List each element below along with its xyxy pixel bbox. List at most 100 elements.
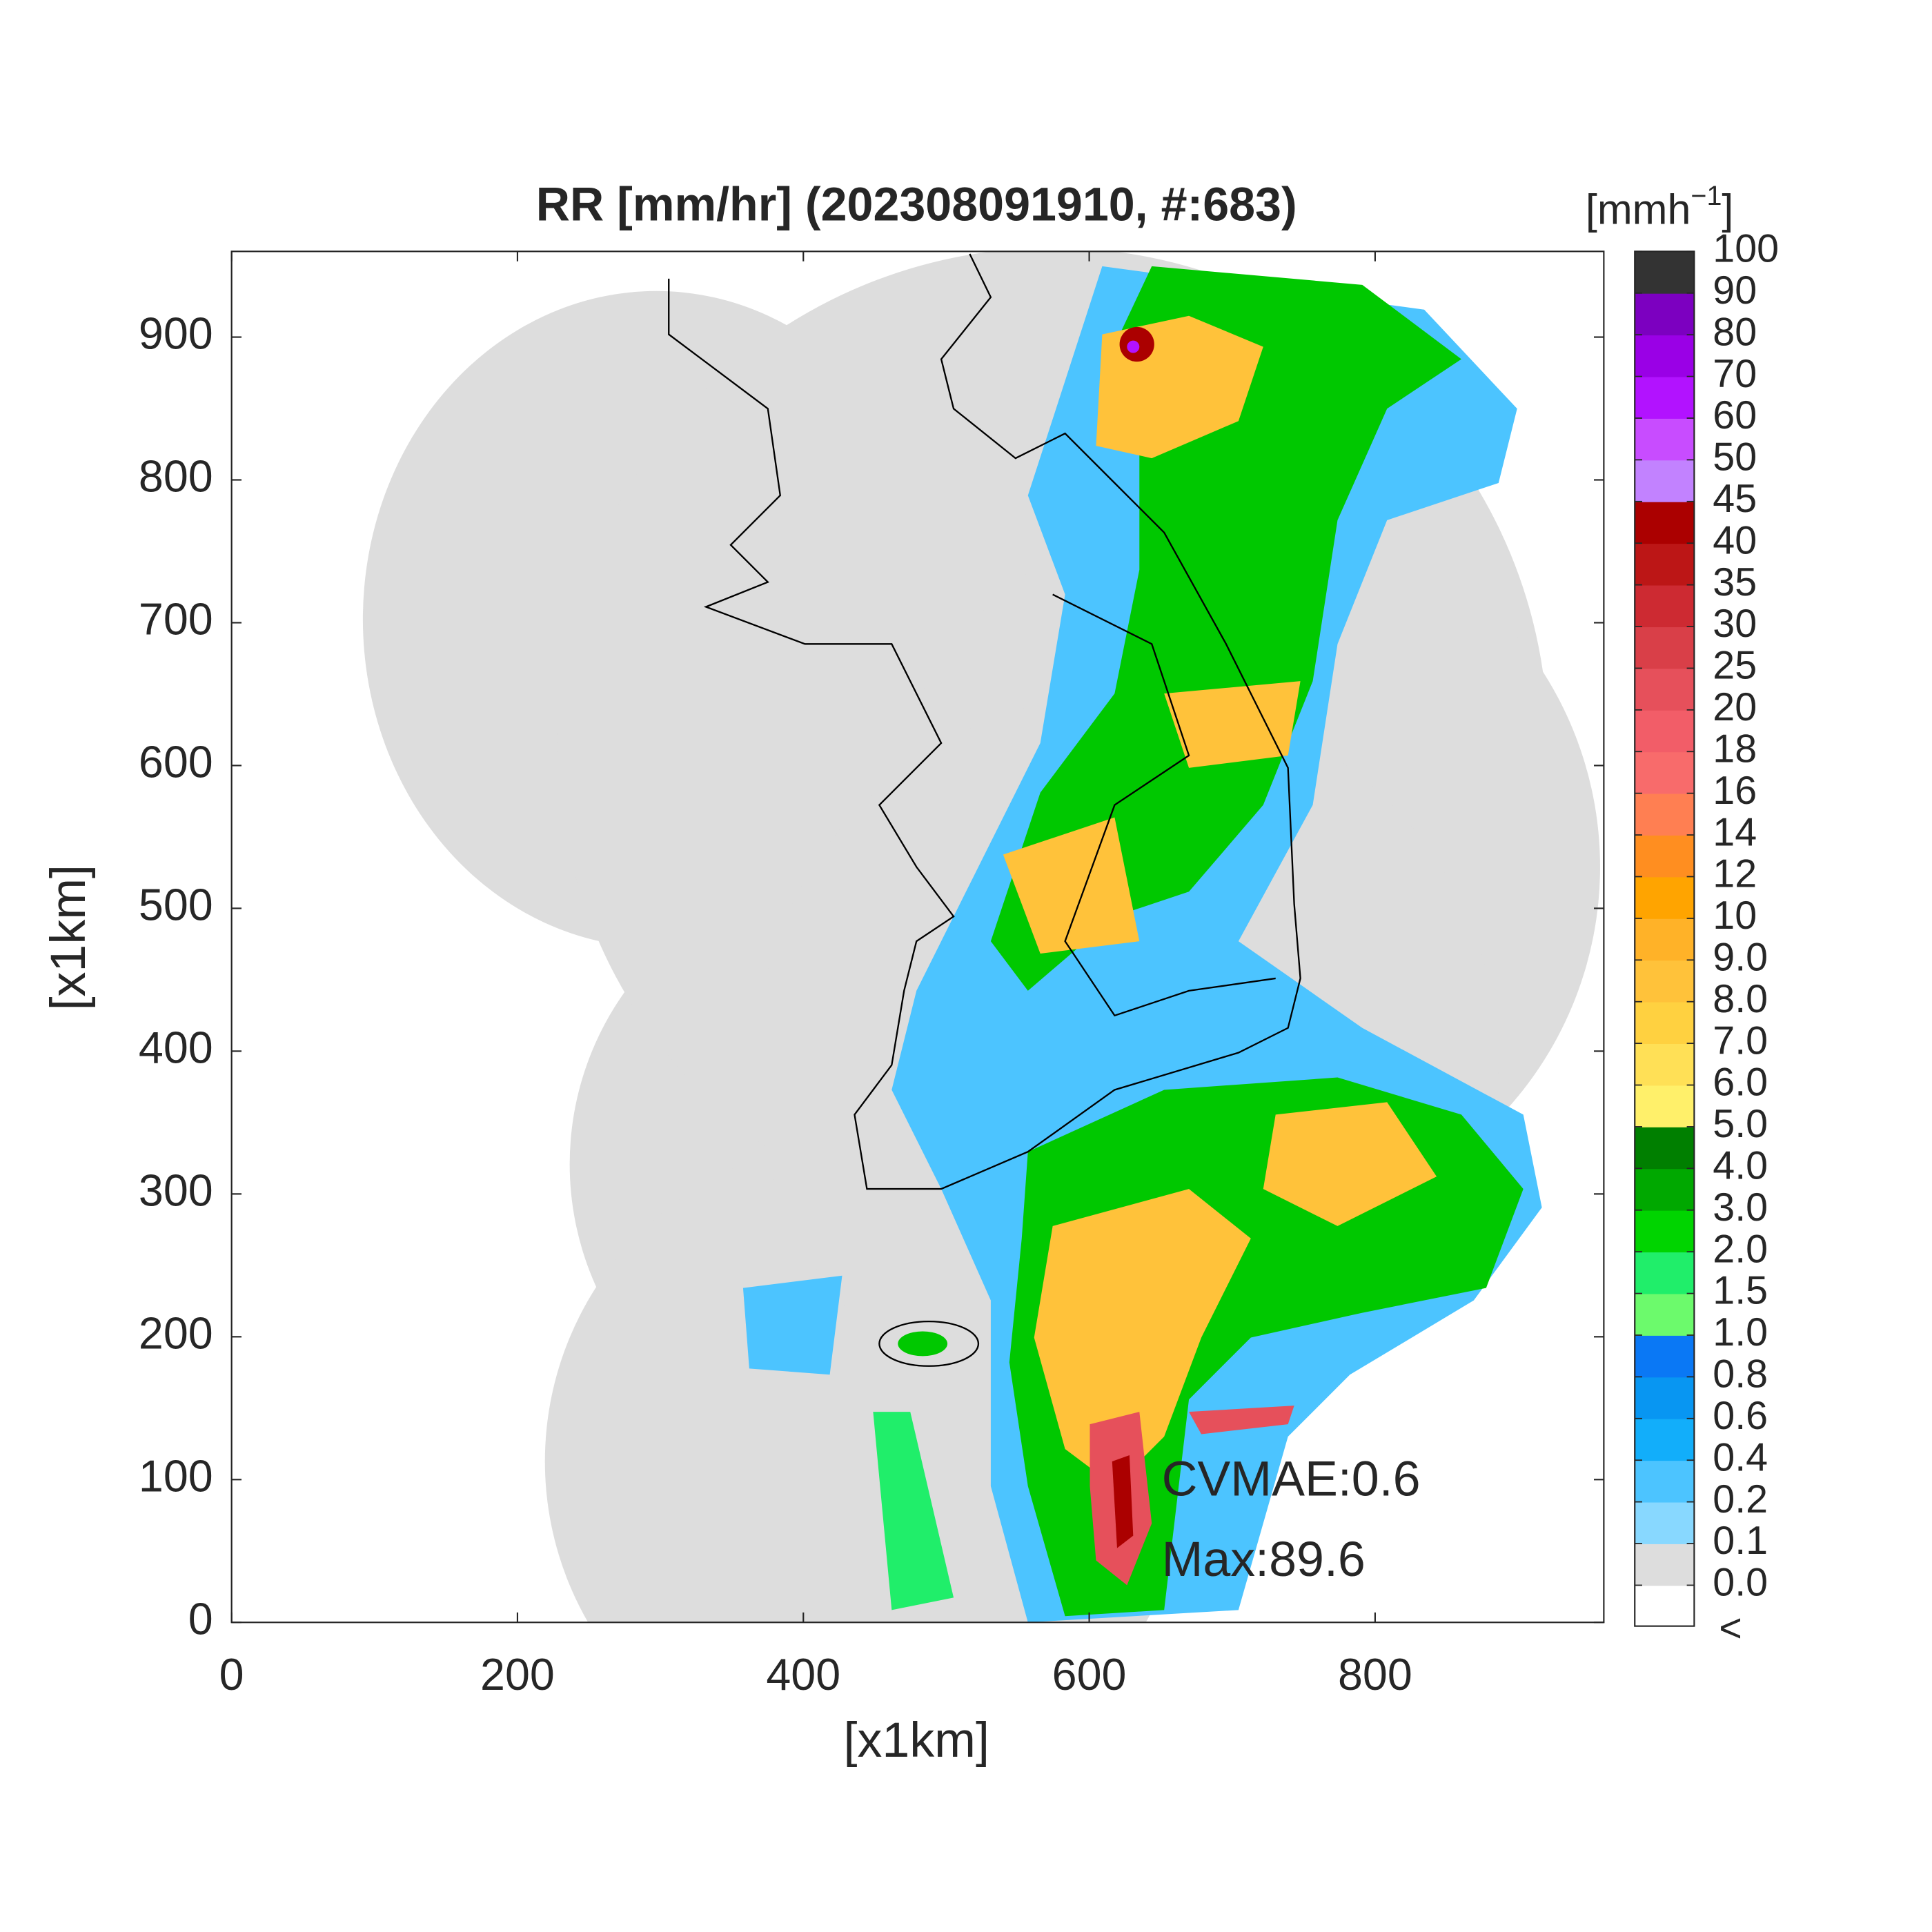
colorbar-tick-label: 2.0 [1713,1227,1768,1271]
radar-field [362,251,1600,1623]
annotation: Max:89.6 [1162,1532,1366,1587]
y-tick-label: 600 [139,738,213,787]
colorbar-bin [1635,1501,1695,1544]
colorbar-tick-label: 18 [1713,727,1757,771]
colorbar-tick-label: 60 [1713,393,1757,437]
colorbar-bin [1635,1210,1695,1253]
annotation: CVMAE:0.6 [1162,1451,1421,1506]
colorbar-bin [1635,501,1695,544]
colorbar-tick-label: 90 [1713,268,1757,313]
colorbar-tick-label: 6.0 [1713,1061,1768,1105]
plot-frame [230,250,1605,1624]
colorbar-bin [1635,960,1695,1003]
colorbar-bin [1635,1126,1695,1170]
colorbar-tick-label: 35 [1713,560,1757,604]
colorbar-bin [1635,1544,1695,1586]
colorbar-tick-label: 9.0 [1713,935,1768,979]
colorbar-bin [1635,668,1695,711]
colorbar-bin [1635,1043,1695,1086]
colorbar-frame [1634,250,1695,1627]
colorbar-bin [1635,835,1695,878]
colorbar-bin [1635,335,1695,377]
colorbar-bin [1635,876,1695,919]
colorbar-tick-label: 100 [1713,227,1779,271]
unit-close: ] [1722,186,1733,233]
colorbar-tick-label: 14 [1713,810,1757,854]
radar-echo [742,266,1542,1623]
y-tick-label: 800 [139,452,213,502]
colorbar-tick-label: 5.0 [1713,1102,1768,1146]
chart-title: RR [mm/hr] (202308091910, #:683) [536,179,1297,231]
colorbar-tick-label: 0.4 [1713,1435,1768,1479]
colorbar-bin [1635,1460,1695,1503]
colorbar-bin [1635,918,1695,961]
colorbar-bin [1635,1085,1695,1127]
unit-base: [mmh [1586,186,1691,233]
colorbar-tick-label: 25 [1713,644,1757,688]
x-axis-label: [x1km] [844,1713,989,1768]
colorbar-bin [1635,293,1695,336]
colorbar-tick-label: 80 [1713,310,1757,354]
colorbar-tick-label: 40 [1713,518,1757,562]
colorbar-bin [1635,417,1695,461]
colorbar-bin [1635,751,1695,794]
colorbar-tick-label: 30 [1713,602,1757,646]
y-tick-label: 200 [139,1308,213,1358]
colorbar-bin [1635,543,1695,586]
colorbar-bin [1635,460,1695,502]
colorbar-tick-label: 50 [1713,435,1757,480]
colorbar-tick-label: 45 [1713,477,1757,521]
y-tick-label: 0 [188,1594,213,1644]
colorbar-under [1635,1585,1695,1626]
colorbar-tick-label: 0.8 [1713,1352,1768,1397]
colorbar-tick-label: 4.0 [1713,1144,1768,1188]
colorbar-bin [1635,1377,1695,1419]
axes [230,250,1605,1624]
colorbar-tick-label: 3.0 [1713,1185,1768,1230]
colorbar-bin [1635,709,1695,753]
colorbar-tick-label: 1.0 [1713,1310,1768,1354]
y-tick-label: 400 [139,1023,213,1072]
colorbar-tick-label: 10 [1713,894,1757,938]
colorbar-tick-label: 20 [1713,685,1757,729]
y-tick-label: 500 [139,880,213,929]
colorbar: 0.00.10.20.40.60.81.01.52.03.04.05.06.07… [1634,227,1779,1650]
colorbar-tick-label: 1.5 [1713,1269,1768,1313]
unit-exponent: −1 [1690,181,1722,212]
colorbar-bin [1635,1001,1695,1045]
colorbar-tick-label: 16 [1713,769,1757,813]
y-tick-label: 300 [139,1165,213,1215]
colorbar-tick-label: 0.1 [1713,1519,1768,1563]
x-tick-label: 0 [219,1650,244,1699]
colorbar-bin [1635,376,1695,419]
colorbar-bin [1635,793,1695,836]
colorbar-bin [1635,627,1695,669]
y-axis-label: [x1km] [41,865,96,1010]
colorbar-under-label: < [1719,1606,1742,1650]
colorbar-bin [1635,1252,1695,1294]
colorbar-tick-label: 8.0 [1713,977,1768,1021]
colorbar-bin [1635,1293,1695,1336]
colorbar-bin [1635,1334,1695,1378]
coastline [668,253,1301,1367]
colorbar-bin [1635,584,1695,627]
colorbar-tick-label: 7.0 [1713,1018,1768,1063]
colorbar-tick-label: 70 [1713,352,1757,396]
y-tick-label: 900 [139,309,213,359]
colorbar-tick-label: 0.6 [1713,1394,1768,1438]
colorbar-unit: [mmh−1] [1586,181,1734,233]
y-tick-label: 100 [139,1451,213,1501]
colorbar-bin [1635,251,1695,294]
x-tick-label: 400 [766,1650,840,1699]
colorbar-tick-label: 0.0 [1713,1561,1768,1605]
x-tick-label: 200 [480,1650,555,1699]
colorbar-tick-label: 12 [1713,852,1757,896]
colorbar-bin [1635,1418,1695,1461]
x-tick-label: 800 [1338,1650,1412,1699]
y-tick-label: 700 [139,595,213,644]
colorbar-bin [1635,1168,1695,1211]
colorbar-tick-label: 0.2 [1713,1477,1768,1521]
x-tick-label: 600 [1052,1650,1127,1699]
